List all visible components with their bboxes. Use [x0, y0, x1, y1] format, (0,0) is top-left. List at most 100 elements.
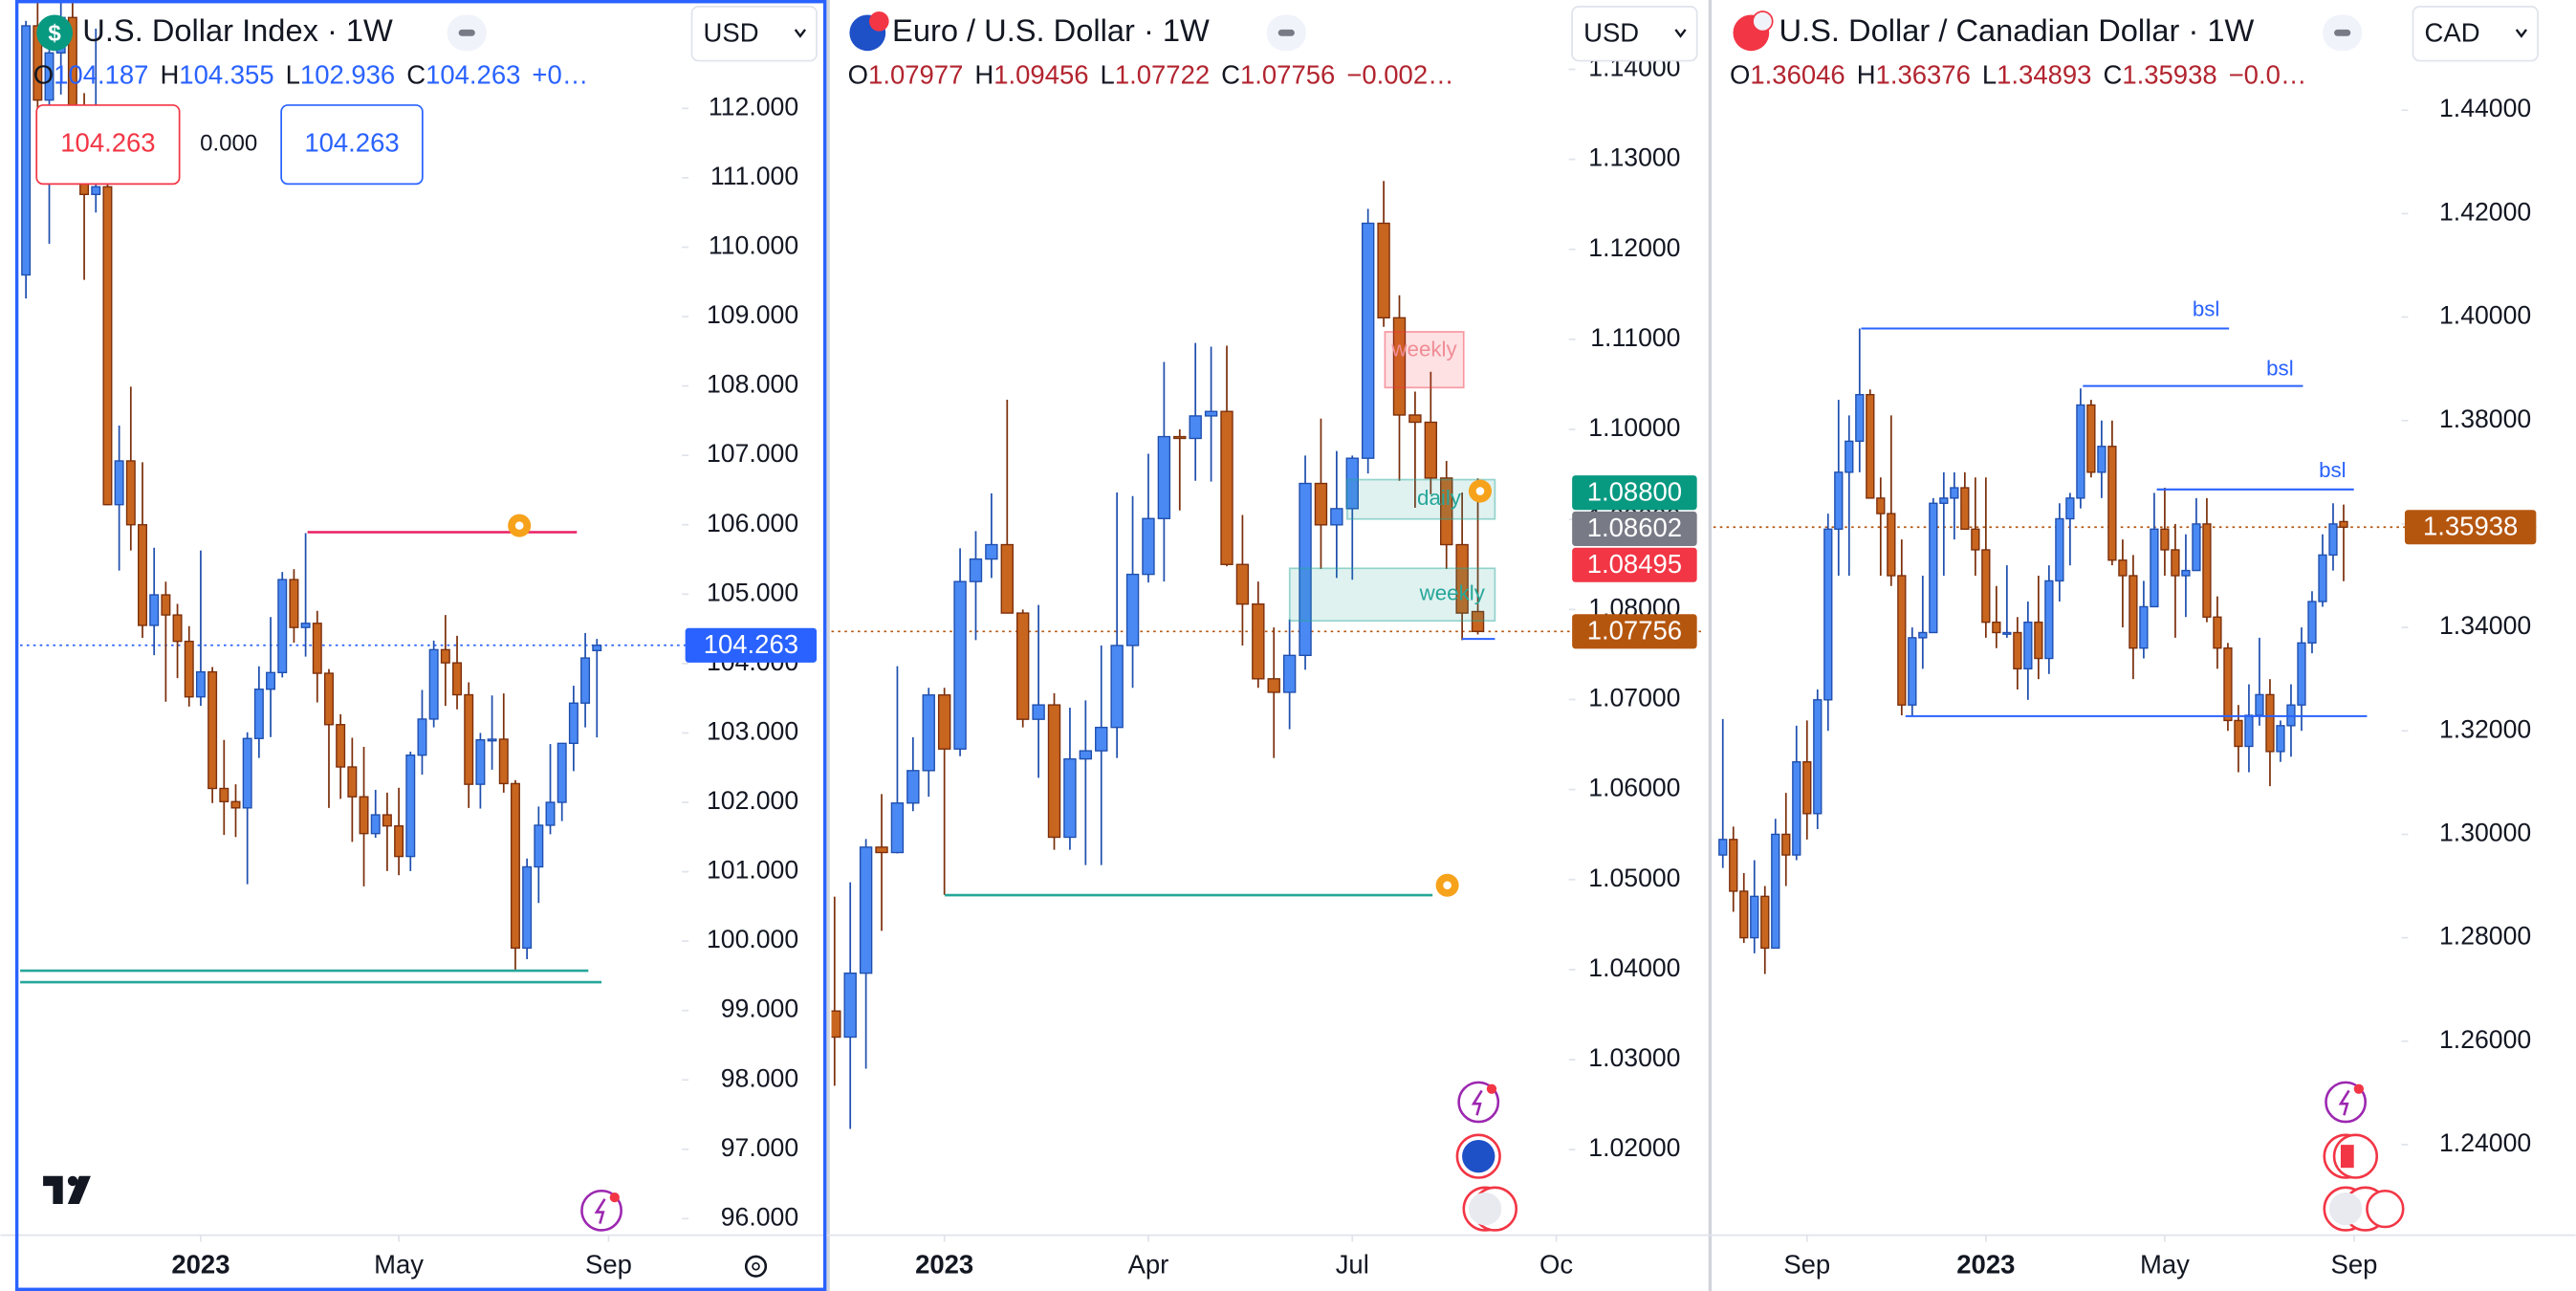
candle-body — [1424, 421, 1438, 479]
candle-body — [1345, 457, 1359, 510]
price-labels: 104.263 — [685, 627, 818, 663]
sell-button[interactable] — [35, 104, 181, 186]
candle-body — [1781, 833, 1791, 856]
currency-select[interactable]: USD — [690, 6, 818, 62]
hide-button[interactable] — [1266, 14, 1306, 52]
alert-icon[interactable] — [508, 514, 532, 537]
buy-button[interactable] — [280, 104, 424, 186]
currency-select[interactable]: USD — [1571, 6, 1698, 62]
legend-key: C — [1221, 60, 1240, 90]
y-tick-label: 1.02000 — [1588, 1133, 1680, 1162]
level-label: bsl — [2319, 458, 2347, 482]
zone-box[interactable] — [1384, 331, 1465, 389]
candle-body — [557, 742, 567, 803]
candle-body — [1408, 414, 1422, 424]
candle-body — [1079, 750, 1093, 760]
candle-body — [1173, 435, 1187, 440]
hide-button[interactable] — [447, 14, 487, 52]
candle-body — [498, 738, 509, 785]
candle-body — [1299, 482, 1312, 657]
candle-body — [2107, 446, 2117, 561]
candle-body — [1729, 839, 1738, 892]
candle-body — [1282, 654, 1297, 693]
legend-key: H — [1857, 60, 1876, 90]
x-tick-label: 2023 — [1956, 1250, 2015, 1280]
candle-body — [2023, 621, 2033, 670]
settings-icon[interactable] — [744, 1255, 768, 1278]
candle-body — [2297, 642, 2306, 706]
price-label: 1.08602 — [1587, 513, 1682, 542]
candle-body — [2150, 528, 2159, 608]
y-tick-label: 103.000 — [707, 716, 798, 745]
candle-body — [91, 186, 101, 196]
ca-icon[interactable] — [2323, 1133, 2379, 1179]
currency-select[interactable]: CAD — [2412, 6, 2539, 62]
candle-body — [875, 846, 888, 854]
y-tick-label: 106.000 — [707, 509, 798, 537]
currency: USD — [704, 17, 759, 47]
candle-body — [580, 657, 591, 704]
candle-body — [1032, 704, 1045, 720]
legend-key: H — [160, 60, 179, 90]
candle-body — [440, 648, 450, 664]
candle-body — [1718, 839, 1728, 856]
candle-body — [2013, 631, 2022, 670]
legend-value: 1.34893 — [1997, 60, 2091, 90]
candle-body — [1950, 487, 1959, 499]
candle-body — [1047, 704, 1061, 839]
indicator-icon[interactable] — [580, 1189, 622, 1232]
indicator-icon[interactable] — [2325, 1081, 2368, 1124]
ohlc-legend: O1.07977 H1.09456 L1.07722 C1.07756 −0.002… — [848, 60, 1454, 90]
y-tick-label: 1.03000 — [1588, 1043, 1680, 1072]
x-tick-label: Sep — [2331, 1250, 2378, 1280]
symbol-title: U.S. Dollar / Canadian Dollar · 1W — [1779, 12, 2255, 48]
hide-button[interactable] — [2323, 14, 2363, 52]
indicator-icon[interactable] — [1457, 1081, 1500, 1124]
price-label: 1.35938 — [2423, 511, 2518, 540]
legend-value: 1.09456 — [993, 60, 1088, 90]
candle-body — [323, 672, 334, 726]
y-tick-label: 100.000 — [707, 925, 798, 953]
candle-body — [568, 702, 579, 745]
x-tick-label: Sep — [1783, 1250, 1830, 1280]
candle-body — [1918, 631, 1928, 639]
candle-body — [2076, 404, 2085, 499]
candle-body — [2118, 559, 2128, 577]
zone-box[interactable] — [1288, 567, 1496, 623]
y-tick-label: 105.000 — [707, 578, 798, 606]
candle-body — [890, 802, 905, 854]
y-tick-label: 1.30000 — [2439, 818, 2531, 846]
candle-body — [138, 524, 147, 626]
candle-body — [219, 787, 229, 802]
price-label-box — [2404, 510, 2537, 545]
candle-body — [2234, 719, 2243, 748]
candle-body — [114, 460, 124, 506]
candle-body — [2276, 725, 2285, 753]
candle-body — [1813, 699, 1823, 815]
logo — [43, 1175, 91, 1204]
candle-body — [359, 796, 369, 835]
zone-label: weekly — [1419, 581, 1486, 605]
candle-body — [172, 614, 183, 643]
candle-body — [2244, 714, 2254, 748]
y-tick-label: 1.13000 — [1588, 143, 1680, 172]
y-tick-label: 1.44000 — [2439, 94, 2531, 122]
alert-icon[interactable] — [1468, 479, 1492, 503]
candle-body — [1992, 621, 2001, 634]
candle-body — [2255, 693, 2264, 716]
candle-body — [2034, 621, 2043, 660]
us-icon[interactable] — [1462, 1186, 1518, 1232]
panel-usd-index: 96.000 97.000 98.000 99.000 100.000 101.000 10… — [20, 0, 818, 1280]
candle-body — [1802, 761, 1812, 815]
candle-body — [985, 543, 998, 560]
candle-body — [1314, 482, 1328, 526]
x-tick-label: 2023 — [915, 1250, 973, 1280]
alert-icon[interactable] — [1435, 873, 1459, 897]
y-tick-label: 1.05000 — [1588, 864, 1680, 892]
eu-icon[interactable] — [1455, 1133, 1501, 1179]
us-icon[interactable] — [2323, 1186, 2405, 1232]
panel-eurusd: 1.02000 1.03000 1.04000 1.05000 1.06000 1.070… — [831, 54, 1704, 1280]
candle-body — [2202, 523, 2212, 618]
y-tick-label: 1.42000 — [2439, 197, 2531, 226]
candle-body — [1897, 575, 1907, 706]
